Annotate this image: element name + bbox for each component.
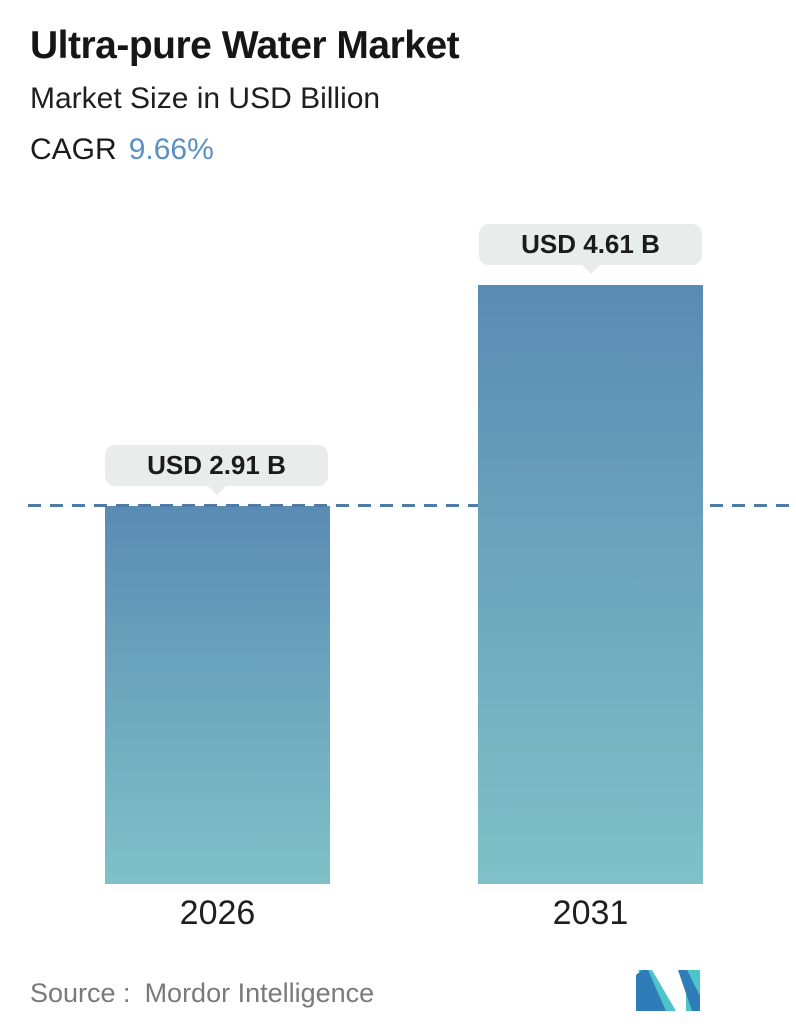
bar-2026 — [105, 506, 330, 884]
chart-subtitle: Market Size in USD Billion — [30, 82, 381, 115]
value-tooltip-2026: USD 2.91 B — [105, 445, 328, 486]
axis-label-2031: 2031 — [552, 894, 629, 932]
source-line: Source : Mordor Intelligence — [30, 978, 374, 1009]
axis-label-2026: 2026 — [179, 894, 256, 932]
bar-2031 — [478, 285, 703, 884]
cagr-line: CAGR 9.66% — [30, 133, 214, 167]
chart-title: Ultra-pure Water Market — [30, 24, 460, 67]
logo-blue-diagonal — [678, 970, 700, 1011]
reference-dashed-line — [28, 504, 789, 507]
cagr-value: 9.66% — [128, 133, 214, 166]
logo-blue-left — [636, 970, 666, 1011]
source-label: Source : — [30, 978, 131, 1008]
cagr-label: CAGR — [30, 133, 117, 166]
mordor-intelligence-logo — [636, 970, 700, 1011]
value-label-2026: USD 2.91 B — [147, 450, 286, 480]
source-name: Mordor Intelligence — [144, 978, 375, 1008]
value-label-2031: USD 4.61 B — [521, 229, 660, 259]
value-tooltip-2031: USD 4.61 B — [479, 224, 702, 265]
